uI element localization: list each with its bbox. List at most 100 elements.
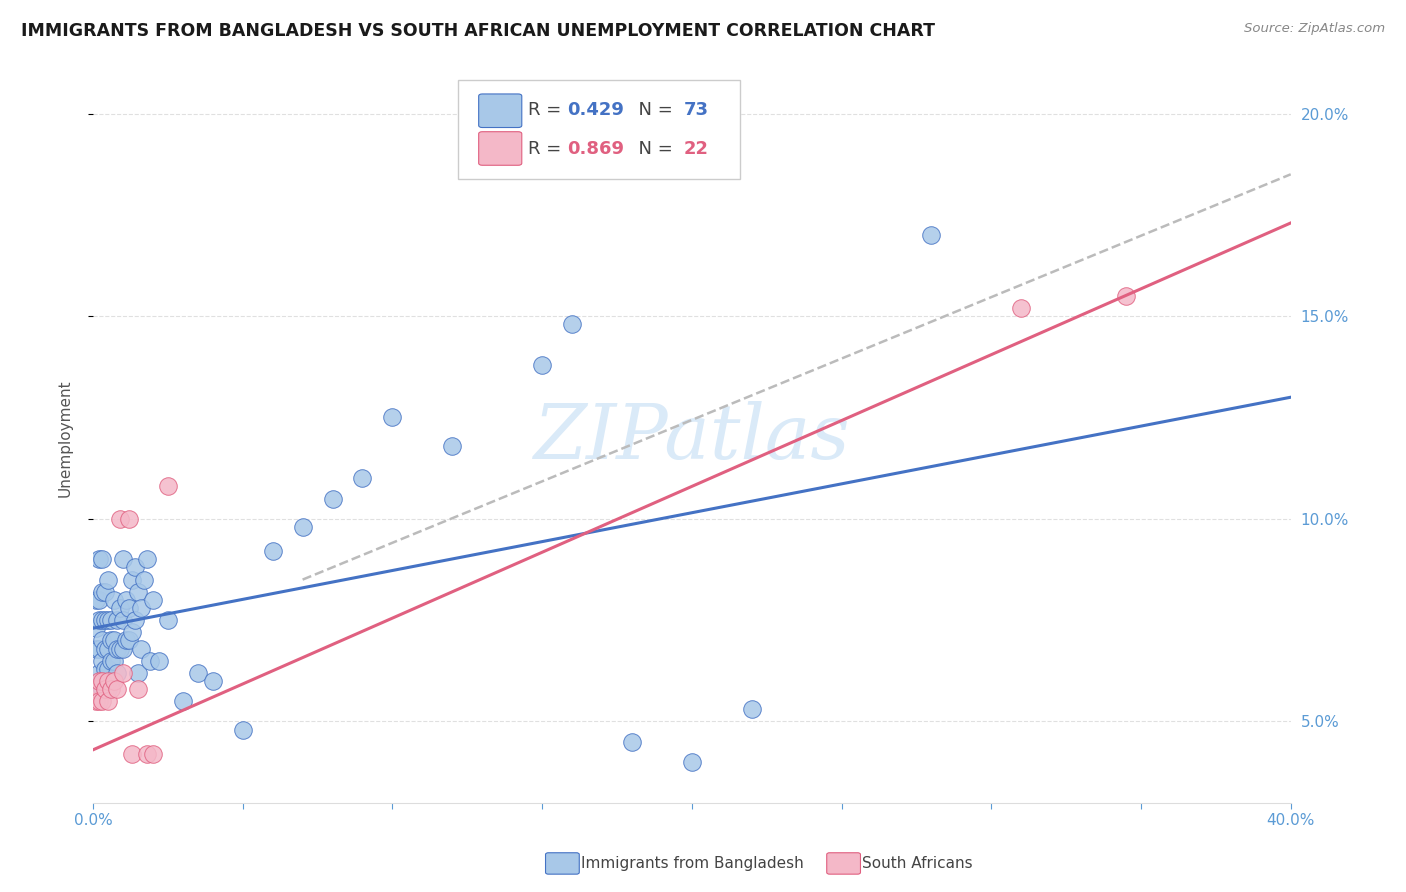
Point [129,601,152,615]
Point [139,654,162,668]
Text: IMMIGRANTS FROM BANGLADESH VS SOUTH AFRICAN UNEMPLOYMENT CORRELATION CHART: IMMIGRANTS FROM BANGLADESH VS SOUTH AFRI… [21,22,935,40]
Point [84,641,107,656]
Point [94,662,117,676]
Point [97,613,120,627]
Point [681,755,703,769]
Point [352,471,374,485]
Point [87,673,110,688]
Point [118,601,141,615]
Point [87,641,110,656]
Point [148,654,170,668]
Point [129,641,152,656]
Point [142,747,165,761]
Point [91,673,114,688]
Point [121,747,143,761]
Point [118,633,141,648]
Point [291,520,314,534]
Point [172,694,194,708]
Point [105,613,128,627]
Point [103,633,125,648]
Point [132,573,155,587]
Point [91,584,114,599]
Point [108,601,131,615]
Point [91,681,114,696]
Text: R =: R = [527,140,567,158]
Point [124,560,146,574]
Text: South Africans: South Africans [862,856,973,871]
Point [322,491,344,506]
Point [531,358,554,372]
Point [135,552,157,566]
Text: Immigrants from Bangladesh: Immigrants from Bangladesh [581,856,803,871]
Point [103,593,125,607]
Point [124,613,146,627]
Point [118,512,141,526]
Point [115,633,138,648]
Text: N =: N = [627,140,679,158]
Point [97,673,120,688]
Point [127,681,149,696]
Text: 22: 22 [683,140,709,158]
Point [100,654,122,668]
Point [108,512,131,526]
FancyBboxPatch shape [478,132,522,165]
Point [97,641,120,656]
Point [84,681,107,696]
Point [156,613,179,627]
Point [100,613,122,627]
Point [87,552,110,566]
Point [94,584,117,599]
Text: R =: R = [527,101,567,120]
Point [103,654,125,668]
Point [91,552,114,566]
Point [111,665,134,680]
Point [94,681,117,696]
Point [84,621,107,635]
Point [201,673,224,688]
Point [1010,301,1032,315]
Point [127,584,149,599]
Point [187,665,209,680]
Point [91,654,114,668]
Point [127,665,149,680]
Point [97,694,120,708]
Point [105,681,128,696]
Point [100,633,122,648]
Point [381,410,404,425]
Point [920,228,942,243]
Point [262,544,284,558]
Point [232,723,254,737]
Text: ZIPatlas: ZIPatlas [533,401,851,475]
FancyBboxPatch shape [478,94,522,128]
Point [87,694,110,708]
Point [94,641,117,656]
Text: N =: N = [627,101,679,120]
Point [105,641,128,656]
Point [100,681,122,696]
Point [91,613,114,627]
Text: 0.869: 0.869 [567,140,624,158]
Point [111,552,134,566]
Point [94,681,117,696]
Point [94,613,117,627]
FancyBboxPatch shape [458,80,740,178]
Text: Source: ZipAtlas.com: Source: ZipAtlas.com [1244,22,1385,36]
Text: 73: 73 [683,101,709,120]
Point [121,625,143,640]
Point [111,613,134,627]
Point [97,573,120,587]
Point [105,665,128,680]
Point [91,633,114,648]
Y-axis label: Unemployment: Unemployment [58,379,72,497]
Point [87,593,110,607]
Text: 0.429: 0.429 [567,101,624,120]
Point [103,673,125,688]
Point [156,479,179,493]
Point [561,318,583,332]
Point [121,573,143,587]
Point [87,613,110,627]
Point [111,641,134,656]
Point [100,673,122,688]
Point [741,702,763,716]
Point [91,694,114,708]
